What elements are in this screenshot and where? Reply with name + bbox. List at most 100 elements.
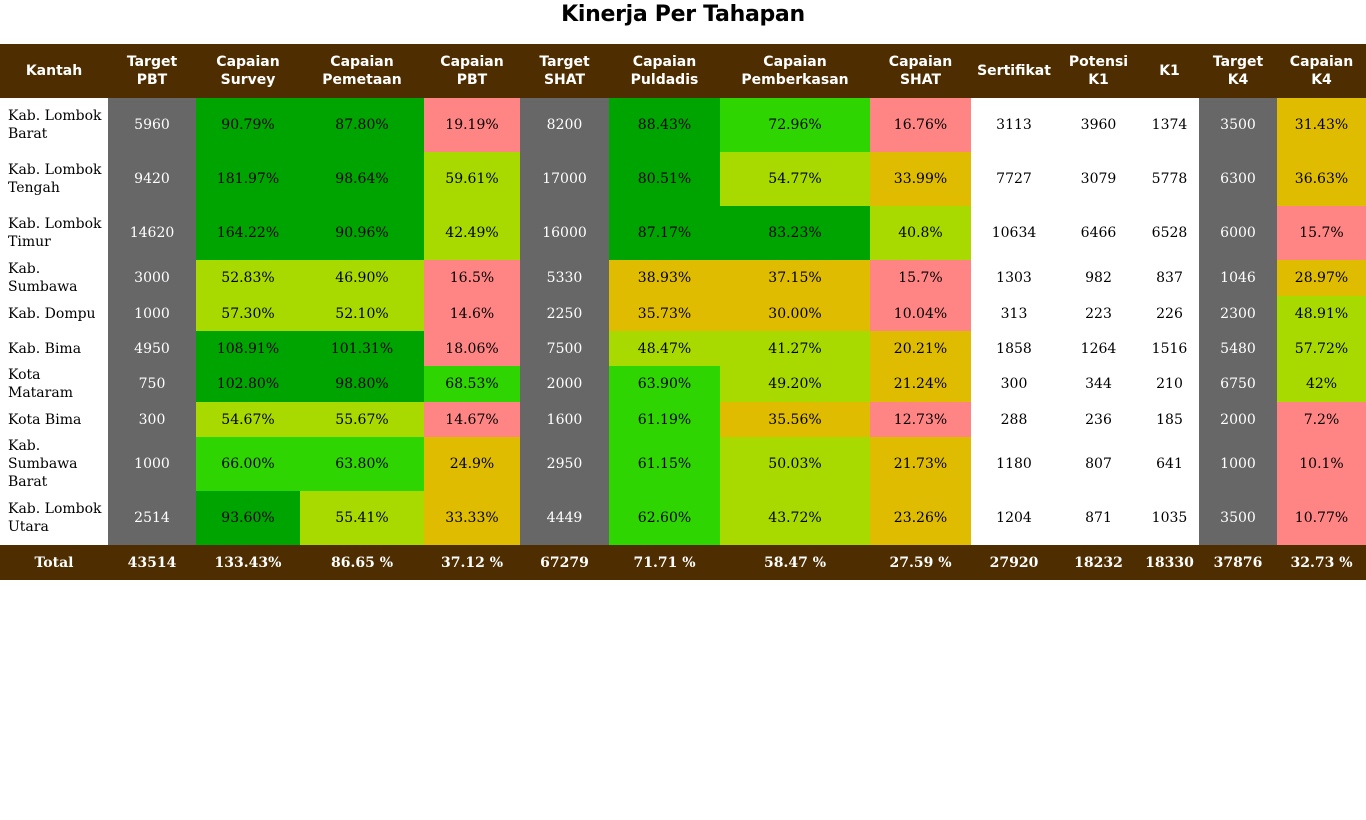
column-header: Capaian SHAT <box>870 44 971 98</box>
table-cell: 101.31% <box>300 331 424 366</box>
column-header: Capaian Survey <box>196 44 300 98</box>
table-cell: 223 <box>1057 296 1140 331</box>
kantah-name-cell: Kab. Bima <box>0 331 108 366</box>
performance-table: Kantah Target PBT Capaian Survey Capaian Pemet… <box>0 44 1366 580</box>
table-cell: 1180 <box>971 437 1057 491</box>
table-cell: 6000 <box>1199 206 1277 260</box>
table-cell: 28.97% <box>1277 260 1366 296</box>
table-cell: 10634 <box>971 206 1057 260</box>
table-cell: 49.20% <box>720 366 870 402</box>
kantah-name-cell: Kab. Sumbawa <box>0 260 108 296</box>
table-row: Kota Mataram 750 102.80% 98.80% 68.53% 2000 63… <box>0 366 1366 402</box>
table-cell: 18.06% <box>424 331 520 366</box>
table-cell: 5480 <box>1199 331 1277 366</box>
table-cell: 6528 <box>1140 206 1199 260</box>
line-text: Sertifikat <box>977 63 1051 79</box>
line-text: Kota Mataram <box>8 367 73 401</box>
table-cell: 3000 <box>108 260 196 296</box>
table-cell: 98.64% <box>300 152 424 206</box>
table-row: Kab. Lombok Tengah 9420 181.97% 98.64% 59.61%… <box>0 152 1366 206</box>
table-cell: 3500 <box>1199 98 1277 152</box>
line-text: Kab. Lombok <box>8 162 102 178</box>
total-cell: 58.47 % <box>720 545 870 580</box>
column-header: K1 <box>1140 44 1199 98</box>
table-cell: 1858 <box>971 331 1057 366</box>
total-cell: 37.12 % <box>424 545 520 580</box>
table-cell: 210 <box>1140 366 1199 402</box>
total-cell: 71.71 % <box>609 545 720 580</box>
table-cell: 2250 <box>520 296 609 331</box>
line-text: Capaian <box>440 54 504 70</box>
table-cell: 7727 <box>971 152 1057 206</box>
table-cell: 48.47% <box>609 331 720 366</box>
line-text: PBT <box>136 72 168 88</box>
table-cell: 42% <box>1277 366 1366 402</box>
line-text: Tengah <box>8 180 60 196</box>
line-text: Pemberkasan <box>741 72 849 88</box>
table-cell: 1000 <box>108 437 196 491</box>
table-cell: 837 <box>1140 260 1199 296</box>
table-cell: 750 <box>108 366 196 402</box>
table-cell: 72.96% <box>720 98 870 152</box>
line-text: Kab. Lombok <box>8 216 102 232</box>
table-cell: 164.22% <box>196 206 300 260</box>
column-header: Capaian Pemetaan <box>300 44 424 98</box>
total-cell: 43514 <box>108 545 196 580</box>
table-cell: 641 <box>1140 437 1199 491</box>
line-text: Kab. Lombok <box>8 108 102 124</box>
kantah-name-cell: Kab. Lombok Utara <box>0 491 108 545</box>
table-cell: 54.77% <box>720 152 870 206</box>
table-row: Kota Bima 300 54.67% 55.67% 14.67% 1600 61.19%… <box>0 402 1366 437</box>
table-cell: 300 <box>108 402 196 437</box>
table-cell: 35.56% <box>720 402 870 437</box>
table-cell: 1204 <box>971 491 1057 545</box>
table-cell: 108.91% <box>196 331 300 366</box>
table-cell: 35.73% <box>609 296 720 331</box>
table-cell: 2300 <box>1199 296 1277 331</box>
table-cell: 4449 <box>520 491 609 545</box>
table-cell: 10.04% <box>870 296 971 331</box>
table-cell: 16000 <box>520 206 609 260</box>
line-text: K4 <box>1227 72 1249 88</box>
line-text: Capaian <box>216 54 280 70</box>
table-cell: 33.33% <box>424 491 520 545</box>
line-text: Capaian <box>1289 54 1354 70</box>
table-cell: 4950 <box>108 331 196 366</box>
table-cell: 46.90% <box>300 260 424 296</box>
table-cell: 24.9% <box>424 437 520 491</box>
table-row: Kab. Lombok Utara 2514 93.60% 55.41% 33.33% 44… <box>0 491 1366 545</box>
line-text: Kab. Sumbawa <box>8 438 78 472</box>
table-cell: 30.00% <box>720 296 870 331</box>
line-text: Kantah <box>25 63 83 79</box>
column-header: Target SHAT <box>520 44 609 98</box>
table-cell: 1303 <box>971 260 1057 296</box>
table-cell: 90.96% <box>300 206 424 260</box>
table-cell: 87.17% <box>609 206 720 260</box>
table-cell: 8200 <box>520 98 609 152</box>
table-row: Kab. Sumbawa Barat 1000 66.00% 63.80% 24.9% 29… <box>0 437 1366 491</box>
table-header-row: Kantah Target PBT Capaian Survey Capaian Pemet… <box>0 44 1366 98</box>
table-cell: 62.60% <box>609 491 720 545</box>
line-text: K4 <box>1311 72 1332 88</box>
table-cell: 3079 <box>1057 152 1140 206</box>
table-cell: 344 <box>1057 366 1140 402</box>
table-cell: 313 <box>971 296 1057 331</box>
line-text: Barat <box>8 474 48 490</box>
line-text: Capaian <box>632 54 697 70</box>
table-cell: 1516 <box>1140 331 1199 366</box>
kantah-name-cell: Kab. Dompu <box>0 296 108 331</box>
column-header: Target PBT <box>108 44 196 98</box>
table-cell: 52.83% <box>196 260 300 296</box>
line-text: Kab. Lombok <box>8 501 102 517</box>
table-cell: 61.19% <box>609 402 720 437</box>
table-total-row: Total 43514 133.43% 86.65 % 37.12 % 67279 71.7… <box>0 545 1366 580</box>
column-header: Sertifikat <box>971 44 1057 98</box>
table-cell: 2950 <box>520 437 609 491</box>
table-cell: 19.19% <box>424 98 520 152</box>
table-cell: 1600 <box>520 402 609 437</box>
table-cell: 55.41% <box>300 491 424 545</box>
total-cell: 18330 <box>1140 545 1199 580</box>
table-cell: 48.91% <box>1277 296 1366 331</box>
table-cell: 15.7% <box>870 260 971 296</box>
table-cell: 1035 <box>1140 491 1199 545</box>
